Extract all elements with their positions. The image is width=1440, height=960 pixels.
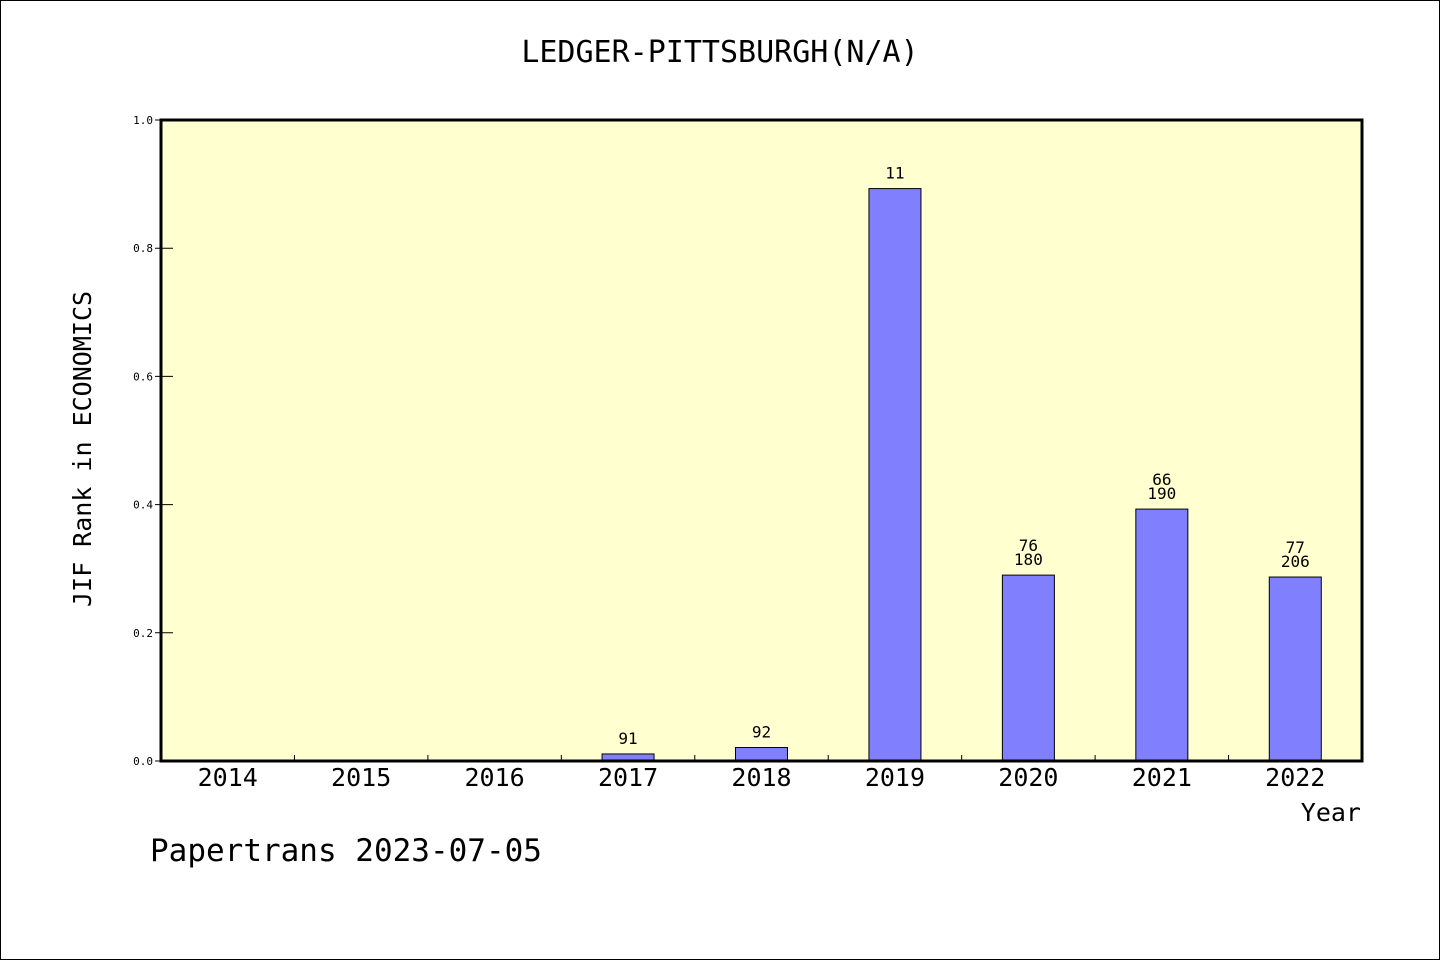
y-tick-label: 0.0	[133, 755, 153, 768]
x-tick-label: 2015	[331, 763, 391, 792]
bar-label-2018: 92	[752, 723, 771, 742]
x-tick-label: 2017	[598, 763, 658, 792]
bar-label-2017: 91	[618, 729, 637, 748]
bar-label-2021: 66	[1152, 470, 1171, 489]
y-axis-label: JIF Rank in ECONOMICS	[68, 291, 97, 607]
bar-label-2019: 11	[885, 164, 904, 183]
y-tick-label: 0.8	[133, 242, 153, 255]
bar-label-2020: 180	[1014, 550, 1043, 569]
y-tick-label: 0.2	[133, 627, 153, 640]
bar-label-2020: 76	[1019, 536, 1038, 555]
x-tick-label: 2022	[1265, 763, 1325, 792]
x-axis-label: Year	[1301, 798, 1361, 827]
footer-note: Papertrans 2023-07-05	[150, 833, 542, 869]
y-tick-label: 0.4	[133, 499, 153, 512]
x-tick-label: 2021	[1132, 763, 1192, 792]
x-tick-label: 2018	[731, 763, 791, 792]
bar-label-2021: 190	[1147, 484, 1176, 503]
chart-title: LEDGER-PITTSBURGH(N/A)	[521, 35, 919, 70]
x-tick-label: 2014	[198, 763, 258, 792]
x-tick-label: 2020	[998, 763, 1058, 792]
bar-label-2022: 77	[1286, 538, 1305, 557]
bar-2019	[868, 188, 922, 762]
bar-2018	[735, 747, 788, 762]
y-tick-label: 0.6	[133, 370, 153, 383]
x-tick-label: 2019	[865, 763, 925, 792]
bar-2022	[1268, 576, 1322, 762]
plot-border	[159, 118, 1364, 763]
x-tick-label: 2016	[465, 763, 525, 792]
y-tick-label: 1.0	[133, 114, 153, 127]
bar-2020	[1001, 574, 1055, 762]
bar-2021	[1135, 508, 1189, 762]
bar-label-2022: 206	[1281, 552, 1310, 571]
